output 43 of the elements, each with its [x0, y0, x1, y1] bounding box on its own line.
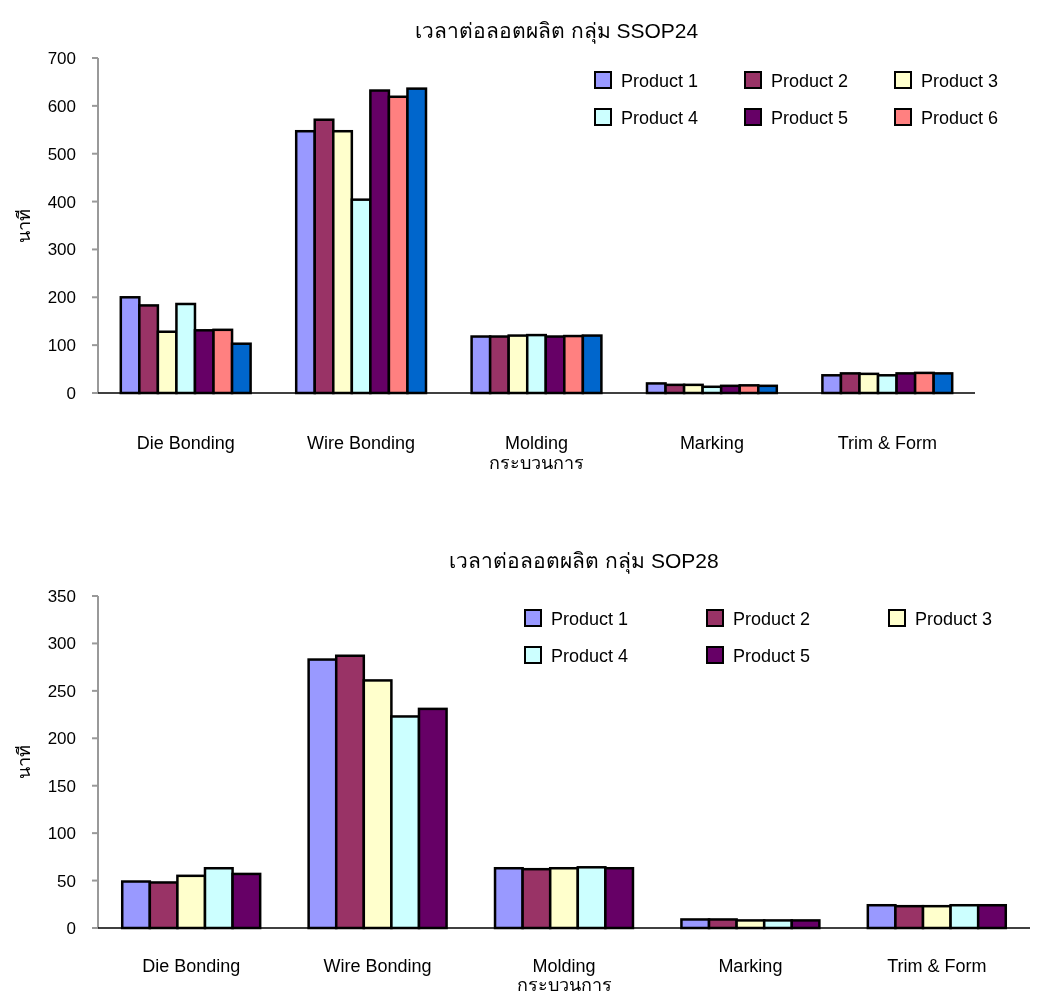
legend-label: Product 2	[733, 609, 811, 629]
legend-label: Product 6	[921, 108, 999, 128]
y-tick-label: 0	[66, 384, 76, 403]
y-tick-label: 50	[57, 871, 76, 891]
y-tick-label: 200	[47, 729, 76, 749]
y-tick-label: 400	[47, 192, 76, 212]
y-tick-label: 150	[47, 776, 76, 796]
x-tick-label: Wire Bonding	[323, 956, 432, 976]
y-tick-label: 250	[47, 681, 76, 701]
legend-label: Product 3	[921, 71, 999, 91]
y-axis-title: นาที	[14, 745, 34, 779]
y-tick-label: 100	[47, 824, 76, 844]
y-tick-label: 200	[47, 288, 76, 308]
legend-label: Product 4	[551, 646, 629, 666]
x-tick-label: Trim & Form	[837, 433, 937, 453]
x-tick-label: Marking	[718, 956, 783, 976]
y-tick-label: 600	[47, 96, 76, 116]
y-tick-label: 100	[47, 336, 76, 356]
x-tick-label: Wire Bonding	[307, 433, 416, 453]
y-axis-title: นาที	[14, 208, 34, 243]
x-tick-label: Marking	[679, 433, 744, 453]
x-axis-title: กระบวนการ	[489, 453, 584, 473]
legend-label: Product 5	[771, 108, 849, 128]
legend-label: Product 3	[915, 609, 993, 629]
y-tick-label: 300	[47, 240, 76, 260]
y-tick-label: 350	[47, 587, 76, 606]
x-tick-label: Molding	[532, 956, 596, 976]
x-tick-label: Die Bonding	[142, 956, 241, 976]
legend-label: Product 1	[551, 609, 629, 629]
legend-label: Product 5	[733, 646, 811, 666]
y-tick-label: 500	[47, 144, 76, 164]
x-tick-label: Die Bonding	[136, 433, 235, 453]
chart-title: เวลาต่อลอตผลิต กลุ่ม SSOP24	[414, 19, 699, 44]
y-tick-label: 300	[47, 634, 76, 654]
x-axis-title: กระบวนการ	[516, 975, 612, 995]
chart-title: เวลาต่อลอตผลิต กลุ่ม SOP28	[449, 549, 719, 574]
x-tick-label: Trim & Form	[887, 956, 987, 976]
y-tick-label: 700	[47, 49, 76, 68]
y-tick-label: 0	[66, 919, 76, 938]
legend-label: Product 2	[771, 71, 849, 91]
legend-label: Product 1	[621, 71, 699, 91]
legend-label: Product 4	[621, 108, 699, 128]
x-tick-label: Molding	[504, 433, 569, 453]
